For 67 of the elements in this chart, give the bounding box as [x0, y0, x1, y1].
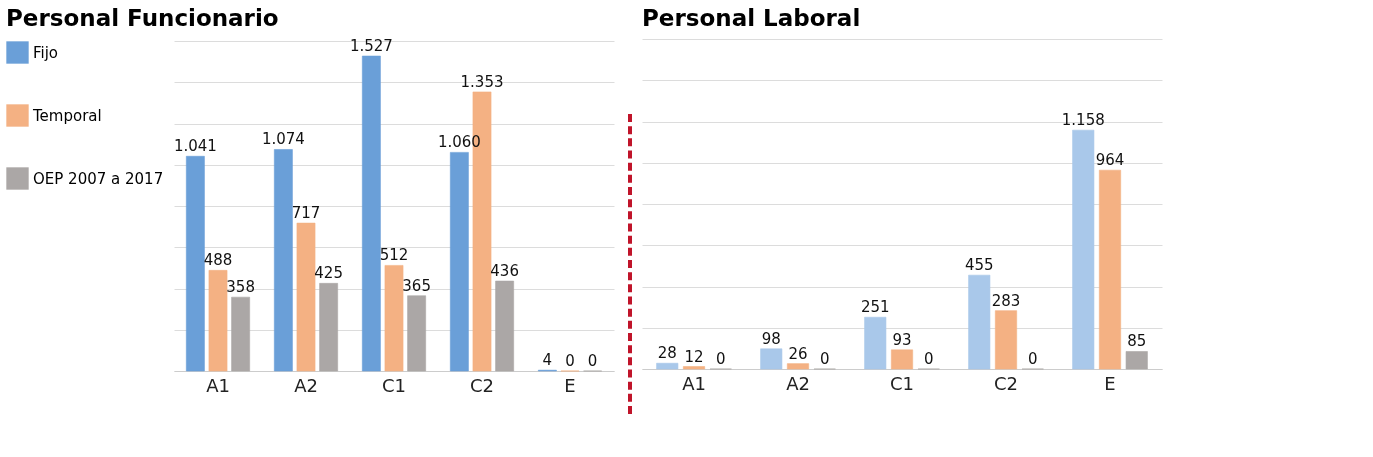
- bar: [384, 265, 404, 372]
- data-label: 964: [1095, 151, 1125, 170]
- bar: [1099, 169, 1121, 370]
- legend-label: Fijo: [33, 43, 59, 62]
- data-label: 12: [684, 347, 704, 366]
- data-label: 358: [226, 278, 255, 297]
- bar: [274, 149, 293, 372]
- bar: [208, 270, 228, 372]
- x-tick-label: A1: [206, 374, 230, 396]
- data-label: 1.060: [437, 133, 481, 152]
- data-label: 0: [715, 350, 726, 368]
- bar: [995, 310, 1017, 370]
- x-tick-label: C2: [469, 374, 495, 396]
- bar: [760, 348, 783, 370]
- bar: [495, 280, 514, 372]
- data-label: 85: [1127, 332, 1147, 351]
- x-tick-label: A2: [294, 374, 318, 396]
- data-label: 283: [991, 291, 1021, 310]
- data-label: 0: [587, 352, 598, 370]
- bar: [968, 274, 991, 370]
- data-label: 1.041: [173, 137, 217, 156]
- data-label: 1.074: [261, 130, 305, 149]
- bar: [407, 295, 426, 372]
- bar: [787, 363, 809, 370]
- data-label: 425: [314, 264, 343, 283]
- data-label: 93: [892, 330, 912, 349]
- chart-title: Personal Funcionario: [6, 5, 279, 32]
- data-label: 251: [860, 298, 890, 317]
- data-label: 0: [1027, 350, 1038, 368]
- legend-label: Temporal: [32, 106, 102, 125]
- data-label: 455: [964, 256, 994, 275]
- data-label: 1.353: [460, 72, 504, 91]
- bar: [656, 362, 679, 370]
- bar: [362, 55, 381, 372]
- data-label: 1.158: [1061, 111, 1105, 130]
- bar: [891, 349, 913, 370]
- data-label: 0: [923, 350, 934, 368]
- data-label: 436: [490, 262, 519, 281]
- x-tick-label: A1: [682, 372, 706, 394]
- x-tick-label: C1: [381, 374, 407, 396]
- data-label: 28: [657, 344, 677, 363]
- bar: [1072, 129, 1095, 370]
- bar: [186, 155, 205, 372]
- chart-title: Personal Laboral: [642, 5, 861, 31]
- bar: [296, 222, 316, 372]
- data-label: 0: [565, 352, 575, 370]
- x-tick-label: C2: [993, 372, 1019, 394]
- x-tick-label: E: [1104, 372, 1116, 394]
- x-tick-label: C1: [889, 372, 915, 394]
- bar: [450, 152, 469, 372]
- data-label: 365: [402, 276, 431, 295]
- data-label: 98: [761, 329, 781, 348]
- data-label: 4: [542, 351, 553, 370]
- bar: [864, 316, 887, 370]
- x-tick-label: A2: [786, 372, 810, 394]
- x-tick-label: E: [564, 374, 576, 396]
- bar: [1125, 351, 1148, 370]
- data-label: 0: [819, 350, 830, 368]
- data-label: 717: [291, 204, 321, 223]
- data-label: 1.527: [349, 37, 393, 56]
- bar: [683, 366, 705, 370]
- data-label: 512: [379, 246, 409, 265]
- data-label: 26: [788, 344, 808, 363]
- data-label: 488: [203, 251, 233, 270]
- bar: [319, 283, 338, 372]
- legend-label: OEP 2007 a 2017: [33, 169, 164, 188]
- bar: [231, 296, 250, 372]
